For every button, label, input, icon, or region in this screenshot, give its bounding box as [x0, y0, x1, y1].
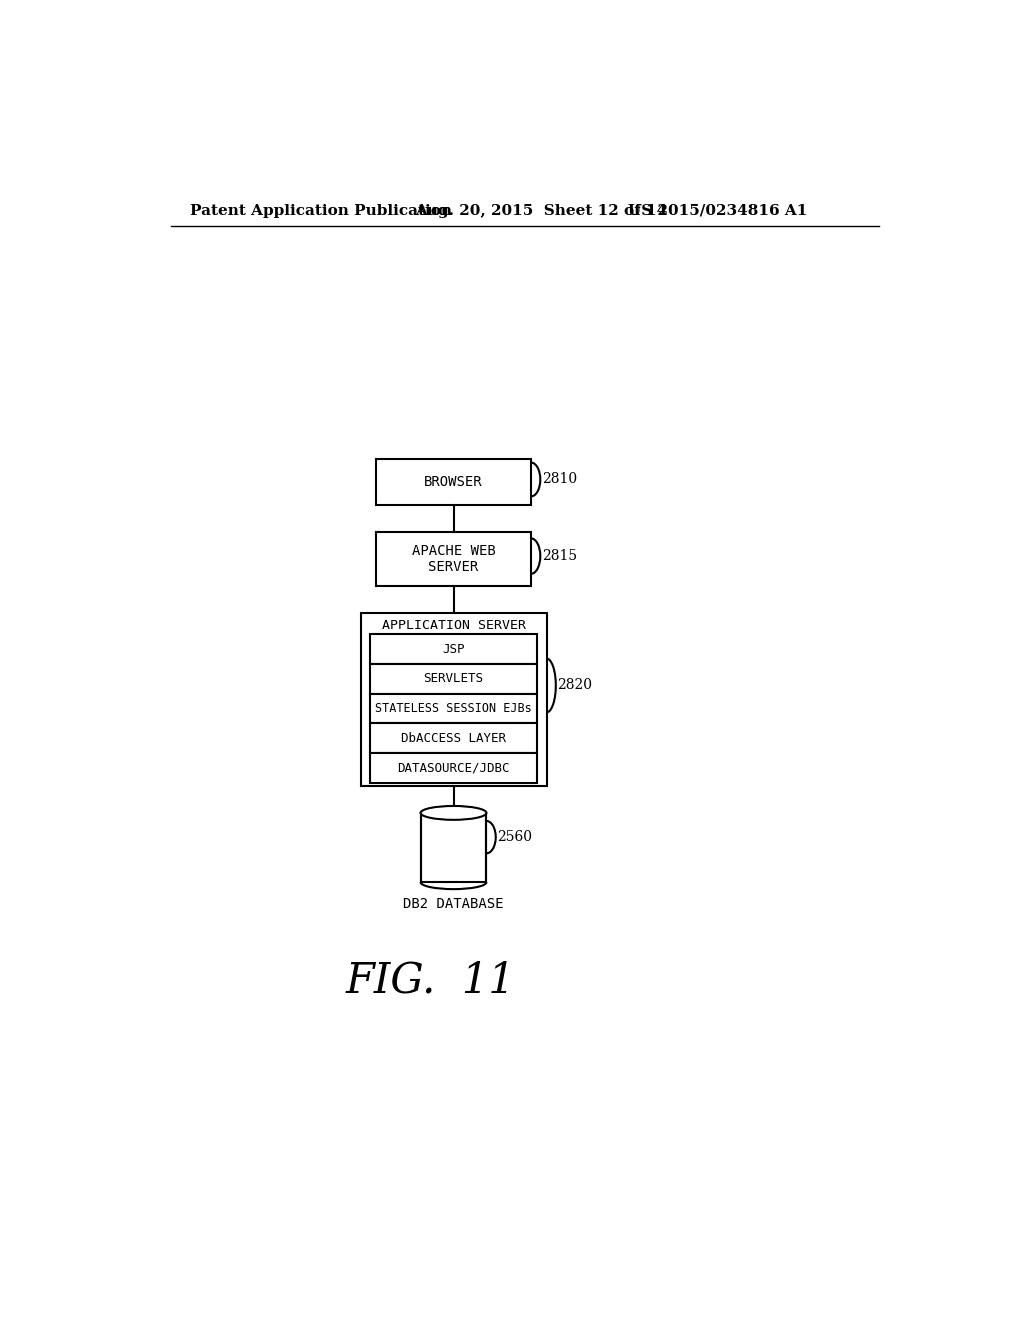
FancyBboxPatch shape [370, 754, 538, 783]
Text: Aug. 20, 2015  Sheet 12 of 14: Aug. 20, 2015 Sheet 12 of 14 [415, 203, 667, 218]
Text: APACHE WEB
SERVER: APACHE WEB SERVER [412, 544, 496, 574]
Text: SERVLETS: SERVLETS [424, 672, 483, 685]
Ellipse shape [421, 807, 486, 820]
FancyBboxPatch shape [370, 723, 538, 754]
Text: BROWSER: BROWSER [424, 475, 482, 488]
Text: Patent Application Publication: Patent Application Publication [190, 203, 452, 218]
FancyBboxPatch shape [370, 664, 538, 694]
Text: JSP: JSP [442, 643, 465, 656]
Text: FIG.  11: FIG. 11 [345, 960, 515, 1002]
FancyBboxPatch shape [421, 813, 486, 882]
FancyBboxPatch shape [360, 612, 547, 785]
Text: APPLICATION SERVER: APPLICATION SERVER [382, 619, 525, 631]
FancyBboxPatch shape [370, 635, 538, 664]
FancyBboxPatch shape [376, 532, 531, 586]
Text: 2815: 2815 [542, 549, 577, 564]
Text: DbACCESS LAYER: DbACCESS LAYER [401, 731, 506, 744]
Text: DB2 DATABASE: DB2 DATABASE [403, 896, 504, 911]
Text: US 2015/0234816 A1: US 2015/0234816 A1 [628, 203, 807, 218]
FancyBboxPatch shape [376, 459, 531, 506]
Text: STATELESS SESSION EJBs: STATELESS SESSION EJBs [375, 702, 531, 715]
Text: 2810: 2810 [542, 473, 577, 487]
FancyBboxPatch shape [370, 694, 538, 723]
Text: DATASOURCE/JDBC: DATASOURCE/JDBC [397, 762, 510, 775]
Text: 2560: 2560 [498, 830, 532, 845]
Text: 2820: 2820 [557, 678, 592, 693]
